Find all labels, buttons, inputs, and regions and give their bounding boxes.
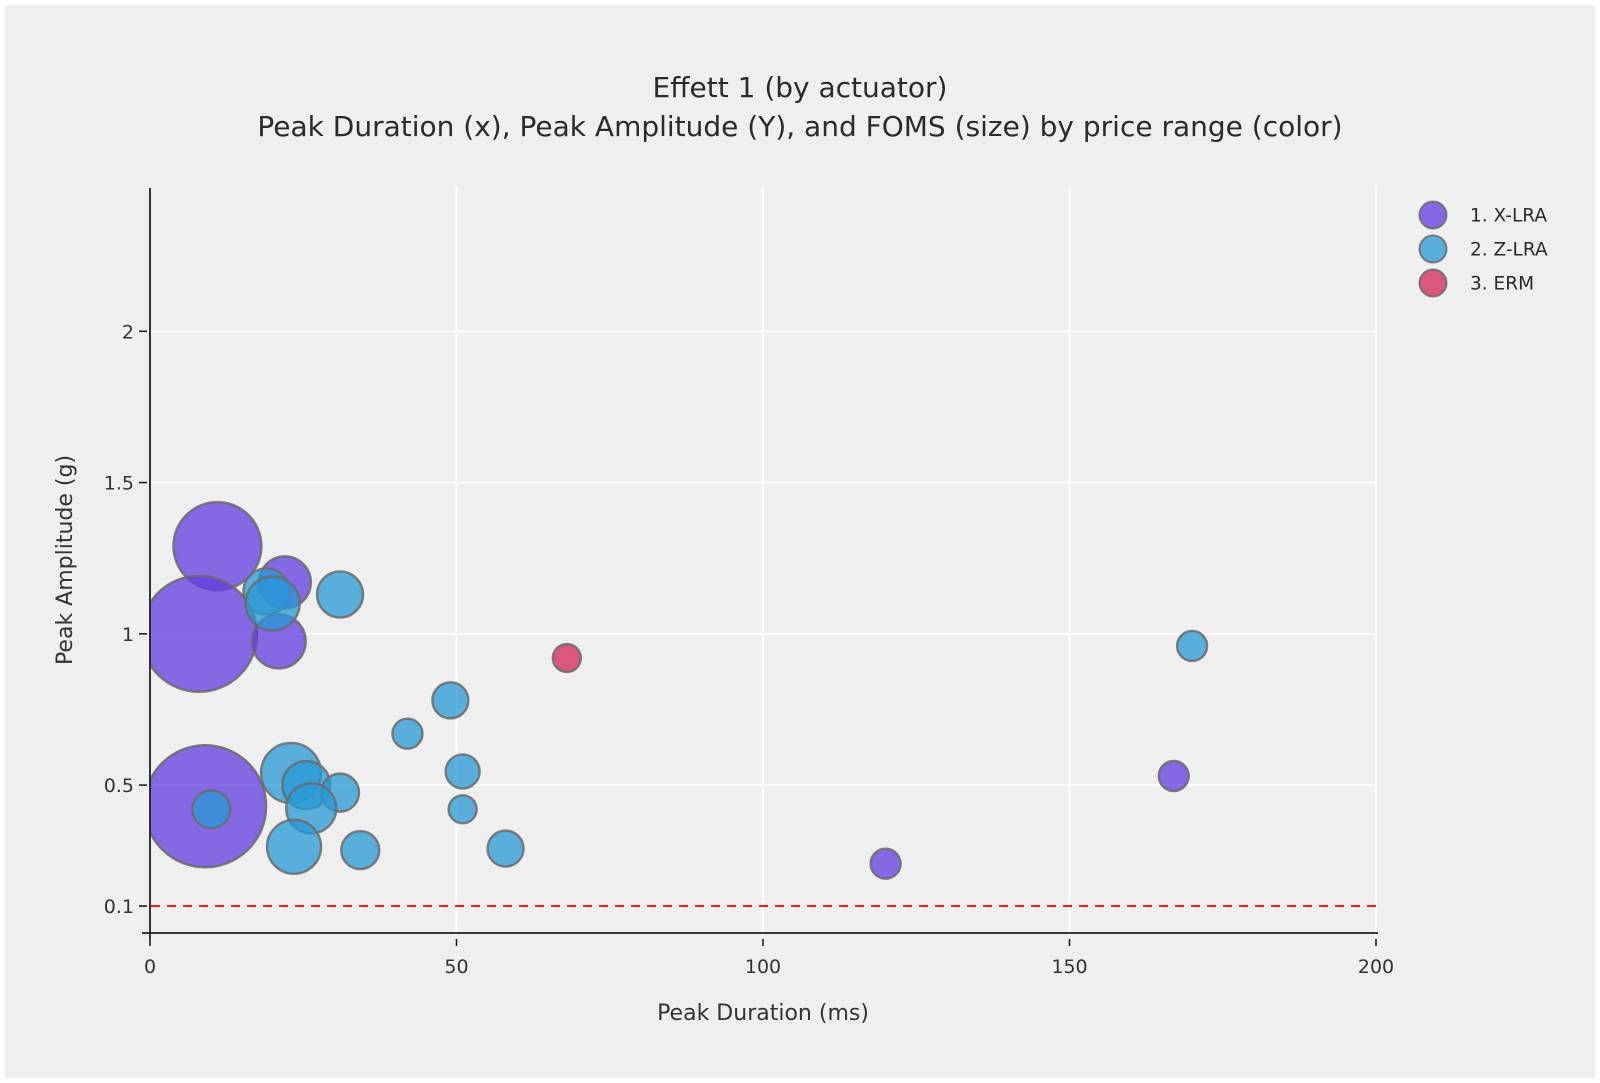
bubble--x-lra-8ms[interactable] bbox=[141, 574, 259, 693]
x-tick-label-50: 50 bbox=[444, 956, 468, 978]
bubble--z-lra-170ms[interactable] bbox=[1175, 629, 1209, 663]
legend-label-x-lra: 1. X-LRA bbox=[1470, 206, 1547, 227]
x-tick-label-150: 150 bbox=[1051, 956, 1087, 978]
bubble--x-lra-167ms[interactable] bbox=[1157, 759, 1190, 793]
legend-swatch-erm bbox=[1418, 268, 1448, 298]
x-tick-label-100: 100 bbox=[745, 956, 781, 978]
bubble--z-lra-20ms[interactable] bbox=[244, 575, 301, 632]
figure-background bbox=[5, 5, 1595, 1078]
legend-swatch-z-lra bbox=[1418, 234, 1448, 264]
bubble--z-lra-58ms[interactable] bbox=[486, 829, 525, 868]
gridlines-layer bbox=[150, 187, 1377, 933]
bubble--z-lra-34.3ms[interactable] bbox=[340, 829, 381, 871]
y-tick-label-1: 1 bbox=[122, 624, 134, 646]
x-axis-title: Peak Duration (ms) bbox=[657, 1001, 869, 1026]
legend-label-erm: 3. ERM bbox=[1470, 274, 1534, 295]
bubble--erm-68ms[interactable] bbox=[551, 642, 583, 674]
y-tick-label-1.5: 1.5 bbox=[104, 473, 134, 495]
bubble--z-lra-10ms[interactable] bbox=[191, 789, 232, 830]
bubble--z-lra-42ms[interactable] bbox=[391, 717, 424, 750]
bubble--z-lra-23.5ms[interactable] bbox=[265, 818, 323, 875]
x-tick-label-0: 0 bbox=[144, 956, 156, 978]
bubble--z-lra-51ms[interactable] bbox=[447, 794, 478, 825]
legend-item-erm[interactable]: 3. ERM bbox=[1418, 268, 1535, 298]
y-tick-label-2: 2 bbox=[122, 321, 134, 343]
chart-subtitle: Peak Duration (x), Peak Amplitude (Y), a… bbox=[257, 110, 1342, 143]
x-tick-label-200: 200 bbox=[1358, 956, 1394, 978]
y-tick-label-0.1: 0.1 bbox=[104, 896, 134, 918]
axes-layer: 0 50 100 150 200 0.1 0.5 1 1.5 2 bbox=[104, 188, 1394, 978]
legend-item-x-lra[interactable]: 1. X-LRA bbox=[1418, 200, 1548, 230]
legend: 1. X-LRA 2. Z-LRA 3. ERM bbox=[1418, 200, 1548, 298]
legend-item-z-lra[interactable]: 2. Z-LRA bbox=[1418, 234, 1548, 264]
bubble--x-lra-120ms[interactable] bbox=[869, 847, 902, 880]
y-tick-label-0.5: 0.5 bbox=[104, 775, 134, 797]
bubble--z-lra-31ms[interactable] bbox=[315, 570, 365, 619]
bubbles-layer bbox=[141, 500, 1209, 880]
bubble--z-lra-51ms[interactable] bbox=[444, 753, 481, 790]
y-axis-title: Peak Amplitude (g) bbox=[53, 455, 78, 665]
bubble--z-lra-49ms[interactable] bbox=[431, 681, 470, 720]
legend-label-z-lra: 2. Z-LRA bbox=[1470, 240, 1548, 261]
chart-title: Effett 1 (by actuator) bbox=[653, 71, 948, 104]
legend-swatch-x-lra bbox=[1418, 200, 1448, 230]
